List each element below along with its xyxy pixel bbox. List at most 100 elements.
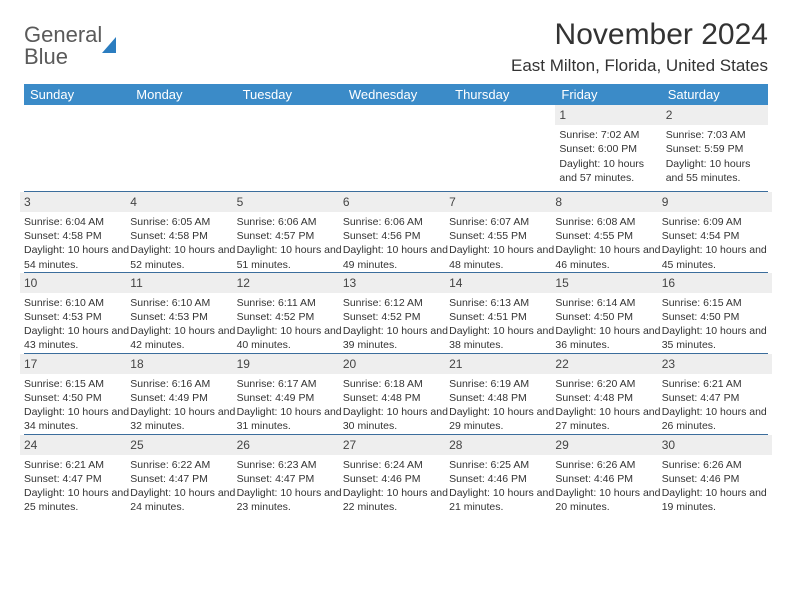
day-header: Sunday bbox=[24, 84, 130, 105]
daylight-text: Daylight: 10 hours and 38 minutes. bbox=[449, 324, 555, 352]
daylight-text: Daylight: 10 hours and 39 minutes. bbox=[343, 324, 449, 352]
day-number: 20 bbox=[339, 354, 453, 374]
calendar-day-cell: 17Sunrise: 6:15 AMSunset: 4:50 PMDayligh… bbox=[24, 353, 130, 434]
daylight-text: Daylight: 10 hours and 32 minutes. bbox=[130, 405, 236, 433]
day-number: 21 bbox=[445, 354, 559, 374]
sunrise-text: Sunrise: 6:14 AM bbox=[555, 296, 661, 310]
sunrise-text: Sunrise: 7:03 AM bbox=[666, 128, 764, 142]
sunrise-text: Sunrise: 6:10 AM bbox=[24, 296, 130, 310]
day-number: 5 bbox=[233, 192, 347, 212]
sunset-text: Sunset: 4:46 PM bbox=[662, 472, 768, 486]
sunrise-text: Sunrise: 6:06 AM bbox=[237, 215, 343, 229]
sunset-text: Sunset: 6:00 PM bbox=[559, 142, 657, 156]
daylight-text: Daylight: 10 hours and 40 minutes. bbox=[237, 324, 343, 352]
daylight-text: Daylight: 10 hours and 23 minutes. bbox=[237, 486, 343, 514]
daylight-text: Daylight: 10 hours and 35 minutes. bbox=[662, 324, 768, 352]
sunset-text: Sunset: 4:56 PM bbox=[343, 229, 449, 243]
calendar-day-cell: 1Sunrise: 7:02 AMSunset: 6:00 PMDaylight… bbox=[555, 105, 661, 191]
sunrise-text: Sunrise: 6:10 AM bbox=[130, 296, 236, 310]
calendar-day-cell: 24Sunrise: 6:21 AMSunset: 4:47 PMDayligh… bbox=[24, 434, 130, 514]
sunset-text: Sunset: 4:50 PM bbox=[662, 310, 768, 324]
sunrise-text: Sunrise: 6:20 AM bbox=[555, 377, 661, 391]
day-number: 12 bbox=[233, 273, 347, 293]
daylight-text: Daylight: 10 hours and 27 minutes. bbox=[555, 405, 661, 433]
sunset-text: Sunset: 4:54 PM bbox=[662, 229, 768, 243]
title-block: November 2024 East Milton, Florida, Unit… bbox=[511, 18, 768, 76]
sunset-text: Sunset: 4:48 PM bbox=[449, 391, 555, 405]
calendar-week-row: 1Sunrise: 7:02 AMSunset: 6:00 PMDaylight… bbox=[24, 105, 768, 191]
sunset-text: Sunset: 4:46 PM bbox=[555, 472, 661, 486]
sunset-text: Sunset: 4:46 PM bbox=[449, 472, 555, 486]
sunrise-text: Sunrise: 6:15 AM bbox=[662, 296, 768, 310]
day-header: Thursday bbox=[449, 84, 555, 105]
day-number: 11 bbox=[126, 273, 240, 293]
day-number: 1 bbox=[555, 105, 661, 125]
sunset-text: Sunset: 4:47 PM bbox=[130, 472, 236, 486]
calendar-day-cell: 2Sunrise: 7:03 AMSunset: 5:59 PMDaylight… bbox=[662, 105, 768, 191]
day-number: 19 bbox=[233, 354, 347, 374]
calendar-week-row: 17Sunrise: 6:15 AMSunset: 4:50 PMDayligh… bbox=[24, 353, 768, 434]
daylight-text: Daylight: 10 hours and 30 minutes. bbox=[343, 405, 449, 433]
calendar-table: Sunday Monday Tuesday Wednesday Thursday… bbox=[24, 84, 768, 514]
day-header: Monday bbox=[130, 84, 236, 105]
day-number: 30 bbox=[658, 435, 772, 455]
calendar-day-cell bbox=[237, 105, 343, 191]
sunrise-text: Sunrise: 6:21 AM bbox=[24, 458, 130, 472]
month-title: November 2024 bbox=[511, 18, 768, 52]
day-number: 4 bbox=[126, 192, 240, 212]
calendar-day-cell bbox=[130, 105, 236, 191]
calendar-day-cell: 23Sunrise: 6:21 AMSunset: 4:47 PMDayligh… bbox=[662, 353, 768, 434]
sunset-text: Sunset: 4:57 PM bbox=[237, 229, 343, 243]
calendar-day-cell: 30Sunrise: 6:26 AMSunset: 4:46 PMDayligh… bbox=[662, 434, 768, 514]
day-number: 6 bbox=[339, 192, 453, 212]
sunrise-text: Sunrise: 6:08 AM bbox=[555, 215, 661, 229]
sunset-text: Sunset: 4:53 PM bbox=[24, 310, 130, 324]
sunset-text: Sunset: 4:48 PM bbox=[555, 391, 661, 405]
sunrise-text: Sunrise: 6:22 AM bbox=[130, 458, 236, 472]
sunrise-text: Sunrise: 6:05 AM bbox=[130, 215, 236, 229]
daylight-text: Daylight: 10 hours and 19 minutes. bbox=[662, 486, 768, 514]
sunset-text: Sunset: 4:47 PM bbox=[237, 472, 343, 486]
day-number: 14 bbox=[445, 273, 559, 293]
calendar-day-cell: 19Sunrise: 6:17 AMSunset: 4:49 PMDayligh… bbox=[237, 353, 343, 434]
sunset-text: Sunset: 4:52 PM bbox=[237, 310, 343, 324]
calendar-day-cell: 4Sunrise: 6:05 AMSunset: 4:58 PMDaylight… bbox=[130, 191, 236, 272]
day-number: 3 bbox=[20, 192, 134, 212]
daylight-text: Daylight: 10 hours and 31 minutes. bbox=[237, 405, 343, 433]
brand-triangle-icon bbox=[102, 37, 116, 53]
sunset-text: Sunset: 4:52 PM bbox=[343, 310, 449, 324]
day-header: Saturday bbox=[662, 84, 768, 105]
daylight-text: Daylight: 10 hours and 52 minutes. bbox=[130, 243, 236, 271]
sunset-text: Sunset: 4:55 PM bbox=[449, 229, 555, 243]
calendar-day-cell: 28Sunrise: 6:25 AMSunset: 4:46 PMDayligh… bbox=[449, 434, 555, 514]
sunrise-text: Sunrise: 6:21 AM bbox=[662, 377, 768, 391]
sunrise-text: Sunrise: 6:06 AM bbox=[343, 215, 449, 229]
sunset-text: Sunset: 4:58 PM bbox=[24, 229, 130, 243]
calendar-week-row: 3Sunrise: 6:04 AMSunset: 4:58 PMDaylight… bbox=[24, 191, 768, 272]
day-number: 18 bbox=[126, 354, 240, 374]
sunset-text: Sunset: 4:47 PM bbox=[662, 391, 768, 405]
sunrise-text: Sunrise: 6:15 AM bbox=[24, 377, 130, 391]
daylight-text: Daylight: 10 hours and 48 minutes. bbox=[449, 243, 555, 271]
daylight-text: Daylight: 10 hours and 21 minutes. bbox=[449, 486, 555, 514]
calendar-day-cell: 26Sunrise: 6:23 AMSunset: 4:47 PMDayligh… bbox=[237, 434, 343, 514]
calendar-day-cell: 21Sunrise: 6:19 AMSunset: 4:48 PMDayligh… bbox=[449, 353, 555, 434]
sunset-text: Sunset: 4:50 PM bbox=[555, 310, 661, 324]
daylight-text: Daylight: 10 hours and 24 minutes. bbox=[130, 486, 236, 514]
calendar-day-cell: 29Sunrise: 6:26 AMSunset: 4:46 PMDayligh… bbox=[555, 434, 661, 514]
day-number: 10 bbox=[20, 273, 134, 293]
sunrise-text: Sunrise: 6:16 AM bbox=[130, 377, 236, 391]
brand-word1: General bbox=[24, 24, 102, 46]
calendar-day-cell: 13Sunrise: 6:12 AMSunset: 4:52 PMDayligh… bbox=[343, 272, 449, 353]
daylight-text: Daylight: 10 hours and 25 minutes. bbox=[24, 486, 130, 514]
calendar-day-cell: 8Sunrise: 6:08 AMSunset: 4:55 PMDaylight… bbox=[555, 191, 661, 272]
calendar-day-cell: 20Sunrise: 6:18 AMSunset: 4:48 PMDayligh… bbox=[343, 353, 449, 434]
brand-word2: Blue bbox=[24, 46, 102, 68]
sunset-text: Sunset: 4:46 PM bbox=[343, 472, 449, 486]
day-header-row: Sunday Monday Tuesday Wednesday Thursday… bbox=[24, 84, 768, 105]
sunset-text: Sunset: 4:49 PM bbox=[130, 391, 236, 405]
day-number: 28 bbox=[445, 435, 559, 455]
calendar-day-cell: 16Sunrise: 6:15 AMSunset: 4:50 PMDayligh… bbox=[662, 272, 768, 353]
day-number: 13 bbox=[339, 273, 453, 293]
calendar-day-cell: 15Sunrise: 6:14 AMSunset: 4:50 PMDayligh… bbox=[555, 272, 661, 353]
